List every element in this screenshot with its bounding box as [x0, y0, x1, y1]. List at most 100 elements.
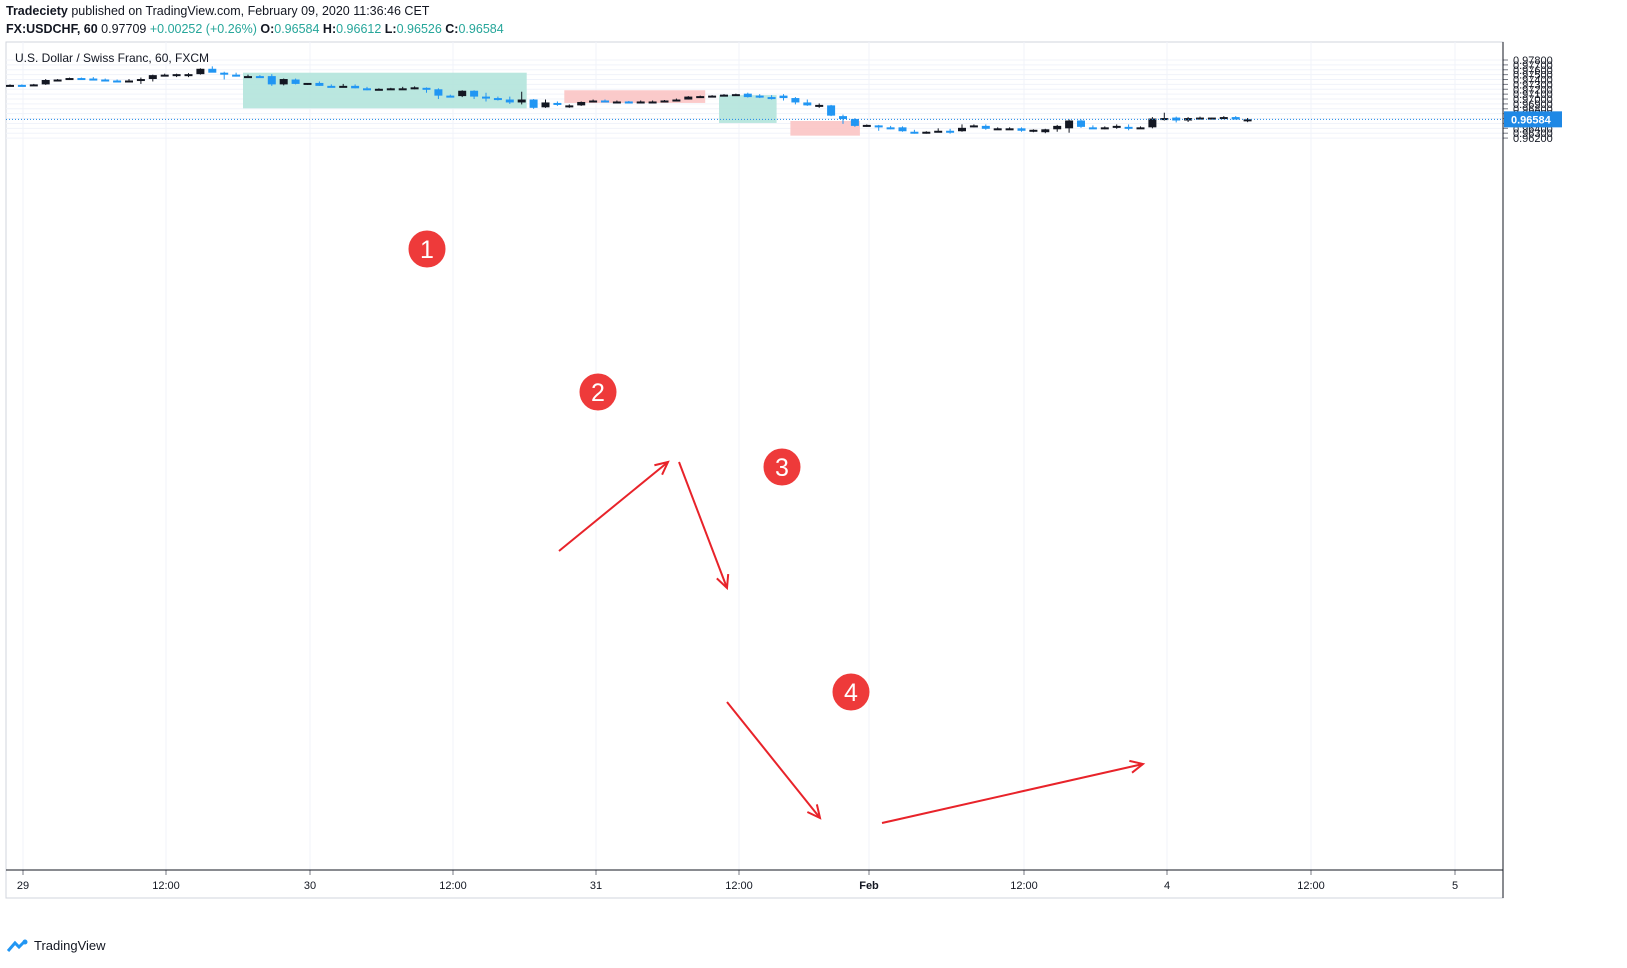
candle-body [351, 85, 360, 89]
candle-body [53, 79, 62, 82]
candle-body [1041, 129, 1050, 133]
candle-body [267, 76, 276, 85]
candle [65, 77, 74, 81]
candle [553, 101, 562, 106]
candle [874, 124, 883, 131]
zone-4 [790, 121, 860, 136]
candle-body [827, 105, 836, 116]
candle-body [720, 94, 728, 97]
candle-body [589, 100, 598, 103]
author: Tradeciety [6, 4, 68, 18]
candle-body [446, 95, 455, 98]
candle-body [493, 98, 502, 101]
marker-1 [407, 229, 447, 269]
candle-body [279, 79, 288, 85]
candle [624, 100, 633, 104]
published-text: published on TradingView.com, February 0… [71, 4, 430, 18]
candle [958, 124, 966, 132]
candle-body [17, 84, 26, 87]
open-label: O: [260, 22, 275, 36]
low-value: 0.96526 [396, 22, 442, 36]
x-tick-label: 12:00 [1010, 880, 1038, 892]
y-tick-label: 0.96300 [1513, 128, 1553, 140]
candle-body [541, 102, 550, 108]
brand-name: TradingView [34, 938, 106, 953]
candle-body [648, 101, 657, 104]
candle [1088, 125, 1097, 130]
y-tick-label: 0.97800 [1513, 55, 1553, 67]
candle-body [125, 80, 133, 83]
chart-title: U.S. Dollar / Swiss Franc, 60, FXCM [15, 51, 209, 65]
tradingview-brand[interactable]: TradingView [7, 938, 106, 953]
candle-body [65, 78, 74, 81]
y-tick-label: 0.97400 [1513, 75, 1553, 87]
candle [41, 79, 50, 85]
candle-body [1017, 128, 1026, 131]
candle-body [708, 95, 717, 98]
candle [1100, 126, 1109, 130]
candle-body [660, 100, 669, 103]
candle-body [874, 125, 883, 128]
candle [434, 88, 443, 100]
zone-2 [564, 90, 706, 103]
candle [410, 86, 419, 90]
candle-body [77, 78, 86, 81]
candle [232, 72, 241, 77]
candle-body [113, 80, 122, 83]
candle-body [993, 128, 1002, 131]
candle-body [410, 87, 419, 90]
candle-body [577, 101, 586, 106]
y-tick-label: 0.97500 [1513, 70, 1553, 82]
candle [1243, 117, 1252, 123]
candle [898, 126, 907, 132]
plot-area[interactable] [5, 41, 1504, 899]
candle-body [1053, 125, 1062, 130]
trend-arrow [558, 461, 669, 552]
candle [113, 79, 122, 83]
candle [267, 74, 276, 86]
candle [386, 87, 395, 91]
candle-body [315, 82, 324, 86]
y-tick-label: 0.96900 [1513, 99, 1553, 111]
candle [279, 78, 288, 86]
candle-body [672, 99, 681, 102]
candle-body [172, 74, 181, 77]
candle-body [339, 85, 348, 88]
candle-body [101, 79, 110, 82]
candle-body [969, 125, 978, 128]
candle [446, 94, 455, 98]
candle [684, 96, 693, 100]
candle-body [601, 100, 609, 103]
candle [244, 74, 252, 79]
candle [208, 66, 217, 73]
candle [184, 73, 193, 78]
publish-info: Tradeciety published on TradingView.com,… [6, 4, 429, 18]
candle-body [232, 74, 241, 77]
candle-body [1207, 117, 1216, 120]
candle-body [398, 88, 407, 91]
marker-label: 1 [420, 236, 434, 264]
candle-body [386, 88, 395, 91]
candle [458, 90, 467, 98]
candle [815, 103, 824, 108]
zone-1 [243, 72, 527, 109]
candle [993, 127, 1002, 131]
candle [493, 96, 502, 101]
candle [1219, 116, 1228, 120]
candle-body [1231, 117, 1240, 120]
candle-body [1112, 125, 1121, 128]
arrow-head [1129, 759, 1146, 774]
candle-body [934, 130, 943, 133]
candle-body [898, 127, 907, 132]
arrow-head [716, 573, 730, 591]
candle-body [791, 98, 800, 103]
candle [648, 100, 657, 104]
candle-body [743, 93, 752, 98]
current-price-label: 0.96584 [1511, 114, 1552, 126]
close-value: 0.96584 [458, 22, 504, 36]
tradingview-logo-icon [7, 939, 28, 952]
candle-body [946, 130, 955, 133]
x-tick-label: 12:00 [439, 880, 467, 892]
candle-body [1219, 117, 1228, 120]
